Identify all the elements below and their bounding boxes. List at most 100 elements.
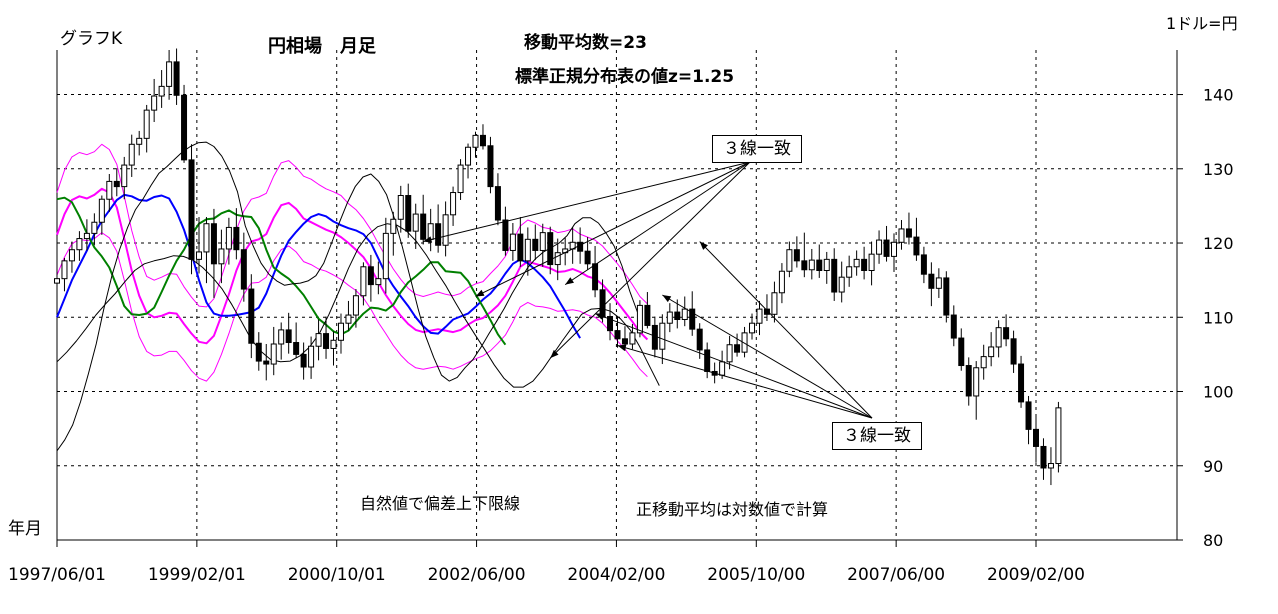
candle-down [920,254,927,275]
candle-up [876,239,883,255]
candle-up [808,259,815,271]
candle-down [532,238,539,251]
candle-up [218,248,225,265]
candle-up [225,226,232,250]
candle-down [494,186,501,221]
candle-up [121,164,128,188]
candlesticks [54,48,1062,486]
candle-down [479,134,486,147]
callout-arrow-line [423,161,751,243]
candle-down [734,344,741,353]
candle-down [405,195,412,232]
candle-down [1018,363,1025,403]
candle-down [502,219,509,251]
candle-up [868,253,875,272]
candle-down [188,159,195,260]
candle-down [801,260,808,271]
candle-up [539,232,546,251]
candle-up [509,233,516,251]
candle-up [786,249,793,272]
candle-down [1040,445,1047,469]
candle-up [352,295,359,316]
candle-up [726,344,733,363]
candle-down [293,342,300,355]
callout-arrow-line [699,241,873,419]
candle-down [599,289,606,318]
candle-up [203,223,210,253]
x-tick-label: 2009/02/00 [987,565,1085,585]
candle-up [375,278,382,286]
candle-down [233,226,240,251]
candle-up [83,232,90,240]
candle-up [935,277,942,289]
candle-up [719,361,726,376]
candle-down [674,311,681,320]
candle-down [1033,428,1039,447]
candle-up [472,134,479,148]
callout-arrowhead [699,241,708,250]
x-tick-label: 1997/06/01 [8,565,106,585]
candle-up [659,322,666,350]
candle-down [816,259,823,271]
candle-up [158,85,165,97]
callout-box-top: ３線一致 [712,135,802,163]
candle-up [465,146,472,166]
callout-arrowhead [565,277,574,285]
candle-up [278,329,285,345]
candle-up [106,180,113,200]
candle-down [181,94,188,161]
candle-up [823,258,830,272]
candle-up [636,304,643,334]
candle-up [345,314,352,324]
candle-down [763,308,770,315]
note-log: 正移動平均は対数値で計算 [636,500,829,519]
candle-down [831,258,838,293]
y-tick-label: 110 [1203,308,1234,327]
candle-down [651,324,658,350]
candle-down [517,233,524,262]
candle-down [547,232,554,266]
candle-down [113,180,120,188]
candle-down [958,337,965,367]
candle-up [681,308,688,320]
callout-arrow-line [662,294,873,419]
candle-down [793,249,800,262]
series-line [56,187,649,345]
candle-down [614,330,621,340]
candle-down [263,360,270,365]
candle-down [928,273,935,289]
candle-down [905,228,912,238]
y-tick-label: 80 [1203,531,1223,550]
candle-down [592,263,599,291]
candle-up [166,61,173,87]
candle-down [696,328,703,351]
candle-up [554,252,561,266]
series-line [56,223,660,388]
x-tick-label: 2007/06/00 [847,565,945,585]
candle-up [891,241,898,257]
candle-up [1055,407,1062,465]
candle-up [136,137,143,145]
candle-up [973,367,980,397]
candle-down [435,223,442,246]
ma-count-label: 移動平均数=23 [524,33,647,53]
callout-arrowhead [595,313,605,320]
candle-down [861,258,868,272]
candle-up [846,266,853,278]
x-tick-label: 2005/10/00 [707,565,805,585]
candle-up [68,249,75,262]
candle-up [524,238,531,262]
x-tick-label: 2000/10/01 [288,565,386,585]
candle-up [397,195,404,220]
candle-down [248,288,255,344]
candle-down [577,241,584,252]
candle-down [965,365,972,397]
candle-up [98,198,105,223]
candle-up [741,332,748,353]
candle-down [913,236,920,256]
x-tick-label: 2002/06/00 [428,565,526,585]
x-tick-label: 1999/02/01 [148,565,246,585]
x-axis-title: 年月 [8,519,42,539]
candle-up [995,327,1002,348]
